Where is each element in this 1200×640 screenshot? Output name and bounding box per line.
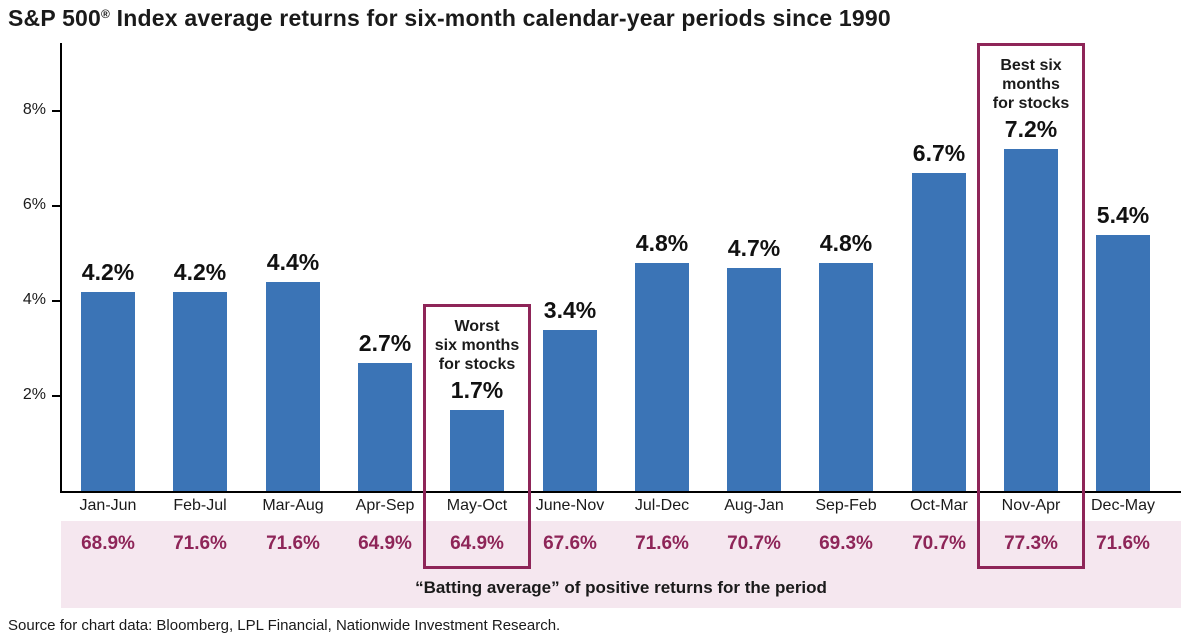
bar-value-label: 2.7% [358, 329, 412, 356]
annotation-box-worst [423, 304, 531, 569]
x-axis-label: Feb-Jul [173, 497, 227, 514]
x-axis-label: Nov-Apr [1001, 497, 1061, 514]
y-axis-tick-label: 8% [22, 101, 46, 118]
y-axis-line [60, 43, 62, 493]
batting-average-value: 71.6% [266, 533, 320, 554]
bar-feb-jul [173, 291, 227, 491]
batting-average-value: 71.6% [1096, 533, 1150, 554]
annotation-line: Best six [1000, 57, 1062, 74]
bar-nov-apr [1004, 149, 1058, 491]
x-axis-label: Jul-Dec [634, 497, 690, 514]
y-axis-tick [52, 300, 61, 302]
bar-june-nov [543, 329, 597, 491]
batting-average-value: 71.6% [173, 533, 227, 554]
batting-average-value: 70.7% [912, 533, 966, 554]
bar-value-label: 5.4% [1096, 201, 1150, 228]
x-axis-label: Aug-Jan [724, 497, 784, 514]
bar-value-label: 4.2% [81, 258, 135, 285]
x-axis-label: May-Oct [446, 497, 508, 514]
annotation-line: for stocks [438, 356, 516, 374]
annotation-label-best: Best six months for stocks [980, 56, 1082, 113]
batting-average-value: 64.9% [358, 533, 412, 554]
x-axis-label: Jan-Jun [79, 497, 137, 514]
x-axis-label: June-Nov [535, 497, 605, 514]
y-axis-tick-label: 4% [22, 291, 46, 308]
x-axis-line [60, 491, 1181, 493]
y-axis-tick-label: 2% [22, 386, 46, 403]
annotation-box-best [977, 43, 1085, 569]
batting-average-value: 69.3% [819, 533, 873, 554]
bar-jan-jun [81, 291, 135, 491]
annotation-line: Worst [454, 318, 500, 336]
bar-value-label: 3.4% [543, 296, 597, 323]
bar-value-label: 4.8% [635, 230, 689, 256]
bar-value-label: 4.2% [173, 258, 227, 285]
y-axis-tick [52, 110, 61, 112]
annotation-label-worst: Worst six months for stocks [426, 317, 528, 374]
chart-title: S&P 500® Index average returns for six-m… [8, 5, 891, 32]
bar-value-label: 4.8% [819, 230, 873, 256]
batting-average-value: 70.7% [727, 533, 781, 554]
y-axis-tick [52, 395, 61, 397]
bar-value-label: 4.7% [727, 234, 781, 261]
x-axis-label: Sep-Feb [815, 497, 877, 514]
bar-dec-may [1096, 234, 1150, 491]
bar-may-oct [450, 410, 504, 491]
batting-average-caption: “Batting average” of positive returns fo… [415, 578, 827, 597]
x-axis-label: Dec-May [1090, 497, 1155, 514]
bar-value-label: 4.4% [266, 249, 320, 275]
bar-mar-aug [266, 282, 320, 491]
bar-oct-mar [912, 172, 966, 491]
annotation-line: six months [434, 337, 520, 355]
x-axis-label: Mar-Aug [262, 497, 324, 514]
batting-average-value: 68.9% [81, 533, 135, 554]
source-note: Source for chart data: Bloomberg, LPL Fi… [8, 617, 561, 634]
batting-average-value: 64.9% [450, 533, 504, 554]
bar-apr-sep [358, 362, 412, 491]
bar-value-label: 6.7% [912, 139, 966, 166]
batting-average-value: 77.3% [1004, 533, 1058, 554]
bar-jul-dec [635, 263, 689, 491]
registered-trademark-symbol: ® [101, 7, 111, 21]
bar-value-label: 7.2% [1004, 116, 1058, 142]
x-axis-label: Oct-Mar [910, 497, 968, 514]
bar-value-label: 1.7% [450, 377, 504, 404]
x-axis-label: Apr-Sep [355, 497, 415, 514]
bar-aug-jan [727, 267, 781, 491]
bar-sep-feb [819, 263, 873, 491]
batting-average-value: 67.6% [543, 533, 597, 554]
batting-average-value: 71.6% [635, 533, 689, 554]
batting-average-band [61, 521, 1181, 608]
chart-title-suffix: Index average returns for six-month cale… [110, 5, 891, 31]
y-axis-tick-label: 6% [22, 196, 46, 213]
annotation-line: for stocks [992, 95, 1070, 112]
chart-title-prefix: S&P 500 [8, 5, 102, 31]
y-axis-tick [52, 205, 61, 207]
annotation-line: months [1002, 76, 1060, 93]
